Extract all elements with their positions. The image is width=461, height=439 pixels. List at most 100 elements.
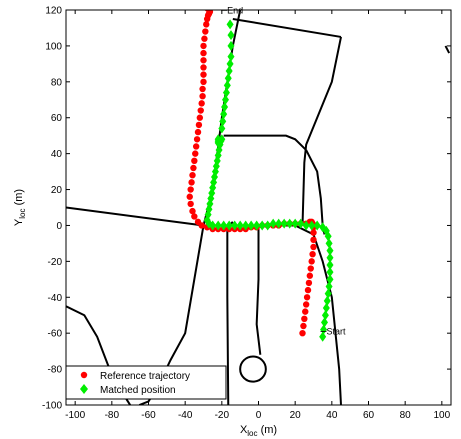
legend-box	[65, 365, 227, 400]
data-point-reference	[303, 294, 311, 301]
data-point-matched	[323, 295, 331, 306]
data-point-reference	[191, 213, 198, 220]
data-point-matched	[223, 80, 231, 91]
data-point-reference	[307, 265, 314, 272]
data-point-matched	[319, 331, 327, 342]
data-point-reference	[304, 286, 312, 294]
x-tick-label: -100	[65, 410, 85, 421]
data-point-reference	[301, 315, 308, 323]
data-point-reference	[202, 28, 209, 35]
data-point-matched	[231, 220, 239, 231]
data-point-matched	[247, 220, 255, 231]
data-point-reference	[308, 258, 315, 265]
data-point-matched	[242, 220, 250, 231]
data-point-reference	[299, 329, 306, 337]
y-tick-label: -40	[48, 293, 63, 304]
data-point-matched	[220, 109, 228, 120]
legend-marker-matched	[80, 384, 88, 394]
data-point-reference	[200, 78, 207, 86]
data-point-reference	[187, 200, 194, 208]
data-point-reference	[310, 236, 317, 244]
data-point-matched	[225, 66, 233, 77]
data-point-matched	[297, 218, 305, 229]
axis-ticks: -100 -80 -60 -40 -20 0 20 40 60 80 100 -100 -80 -60 -4…	[42, 6, 451, 421]
y-tick-label: 20	[51, 185, 63, 196]
x-tick-label: -40	[178, 410, 193, 421]
data-point-matched	[286, 218, 294, 229]
data-point-matched	[220, 220, 228, 231]
data-point-reference	[187, 186, 194, 193]
data-point-matched	[224, 73, 232, 84]
y-axis-label: Yloc (m)	[13, 189, 27, 226]
data-point-matched	[214, 134, 222, 145]
data-point-matched	[269, 218, 277, 229]
data-point-reference	[310, 243, 317, 251]
y-tick-label: 100	[45, 41, 62, 52]
data-point-matched	[280, 218, 288, 229]
data-point-matched	[236, 220, 244, 231]
data-point-matched	[219, 116, 227, 127]
data-point-reference	[190, 164, 197, 172]
data-point-reference	[193, 136, 201, 143]
data-point-matched	[313, 220, 321, 231]
x-tick-label: 20	[290, 410, 302, 421]
map-line	[226, 225, 230, 405]
data-point-matched	[218, 123, 226, 134]
annotation-end: End	[227, 5, 243, 15]
y-tick-label: 80	[51, 77, 63, 88]
data-point-matched	[326, 259, 334, 270]
data-point-reference	[200, 71, 207, 78]
data-point-reference	[199, 85, 206, 93]
x-tick-label: 80	[400, 410, 412, 421]
map-circle	[239, 355, 267, 383]
data-point-reference	[300, 322, 307, 330]
data-point-reference	[200, 42, 207, 50]
data-point-matched	[325, 238, 333, 249]
data-point-matched	[326, 245, 334, 256]
data-point-matched	[326, 274, 334, 285]
legend-label-reference: Reference trajectory	[100, 371, 190, 382]
data-point-reference	[195, 121, 203, 129]
y-tick-label: -20	[48, 257, 63, 268]
data-point-reference	[199, 92, 206, 100]
data-point-reference	[192, 143, 200, 150]
data-point-reference	[194, 218, 202, 226]
data-point-matched	[214, 220, 222, 231]
data-point-matched	[326, 267, 334, 278]
data-point-reference	[310, 229, 317, 236]
data-point-matched	[322, 303, 330, 314]
data-point-reference	[200, 64, 207, 71]
data-point-matched	[226, 58, 234, 69]
data-point-reference	[309, 250, 316, 258]
data-point-matched	[308, 220, 316, 231]
data-point-matched	[302, 220, 310, 231]
data-point-matched	[321, 317, 328, 328]
x-axis-label: Xloc (m)	[240, 424, 277, 438]
data-point-matched	[222, 94, 229, 105]
data-point-reference	[196, 114, 204, 121]
data-point-matched	[320, 324, 328, 335]
data-point-reference	[306, 272, 314, 279]
data-point-reference	[302, 308, 309, 315]
data-point-reference	[197, 107, 204, 114]
map-line	[301, 36, 342, 226]
data-point-reference	[198, 100, 205, 107]
data-point-reference	[305, 279, 313, 287]
data-point-reference	[191, 157, 198, 165]
data-point-matched	[291, 218, 299, 229]
data-point-matched	[227, 51, 235, 62]
data-point-matched	[325, 281, 333, 292]
data-point-matched	[221, 101, 229, 112]
data-point-reference	[186, 193, 193, 200]
data-point-matched	[324, 288, 332, 299]
data-point-matched	[227, 40, 235, 51]
y-tick-label: 40	[51, 149, 63, 160]
data-point-matched	[319, 222, 327, 233]
data-point-reference	[194, 128, 202, 136]
x-tick-label: -60	[141, 410, 156, 421]
data-point-matched	[226, 19, 234, 30]
data-point-matched	[227, 30, 235, 41]
data-point-reference	[200, 57, 207, 64]
map-line	[232, 17, 342, 38]
